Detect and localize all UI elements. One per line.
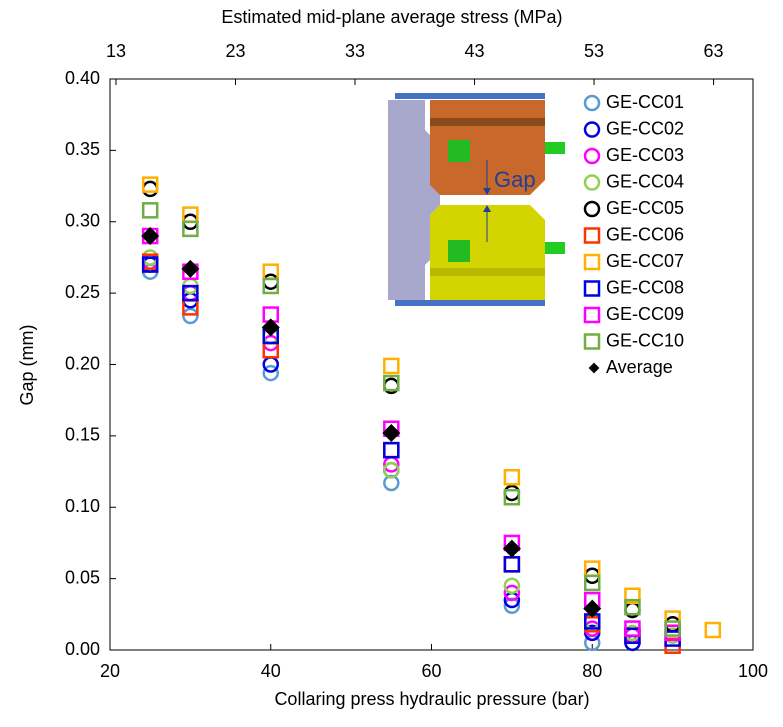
marker-circle [503, 584, 521, 602]
marker-square [624, 598, 641, 616]
y-tick-label: 0.00 [65, 639, 100, 659]
marker-square [141, 176, 159, 193]
y-tick-label: 0.10 [65, 496, 100, 516]
y-tick-label: 0.15 [65, 425, 100, 445]
inset-band [430, 118, 545, 126]
y-tick-label: 0.30 [65, 211, 100, 231]
inset-strip [395, 300, 545, 306]
legend-label: GE-CC09 [606, 304, 684, 324]
legend-marker [583, 280, 601, 297]
legend-marker [583, 174, 601, 191]
inset-key [545, 242, 565, 254]
marker-square [383, 441, 400, 459]
x2-tick-label: 43 [465, 41, 485, 61]
x-tick-label: 40 [261, 661, 281, 681]
inset-label: Gap [494, 167, 536, 192]
marker-square [624, 587, 641, 605]
legend-label: GE-CC03 [606, 145, 684, 165]
marker-square [383, 357, 400, 375]
inset-diagram: Gap [388, 91, 565, 308]
marker-circle [182, 307, 199, 325]
marker-square [624, 620, 641, 637]
marker-square [141, 202, 159, 219]
x-tick-label: 80 [582, 661, 602, 681]
marker-square [503, 556, 521, 573]
y-axis-label: Gap (mm) [17, 325, 37, 406]
legend-marker [583, 333, 601, 350]
y-tick-label: 0.25 [65, 282, 100, 302]
legend-marker [583, 306, 601, 324]
legend-label: GE-CC04 [606, 171, 684, 191]
x-tick-label: 20 [100, 661, 120, 681]
x2-tick-label: 33 [345, 41, 365, 61]
marker-diamond [261, 318, 280, 337]
inset-key [545, 142, 565, 154]
legend-label: GE-CC05 [606, 198, 684, 218]
x2-tick-label: 13 [106, 41, 126, 61]
y-tick-label: 0.35 [65, 139, 100, 159]
marker-square [664, 620, 681, 637]
marker-square [383, 374, 400, 392]
marker-circle [503, 484, 521, 502]
marker-diamond [181, 259, 200, 278]
y-tick-label: 0.20 [65, 353, 100, 373]
marker-square [182, 220, 199, 238]
inset-arrowhead [483, 188, 491, 212]
marker-square [141, 256, 159, 273]
marker-square [503, 469, 521, 486]
marker-square [584, 574, 601, 592]
marker-diamond [502, 539, 521, 558]
marker-square [704, 621, 722, 639]
inset-key [448, 240, 470, 262]
legend-label: GE-CC08 [606, 277, 684, 297]
marker-circle [262, 356, 279, 373]
legend-marker [583, 147, 601, 165]
legend-marker [583, 94, 601, 112]
inset-strip [395, 93, 545, 99]
x-tick-label: 100 [738, 661, 768, 681]
marker-diamond [141, 227, 160, 246]
marker-circle [383, 461, 400, 479]
y-tick-label: 0.40 [65, 68, 100, 88]
inset-coil-lower [430, 205, 545, 300]
legend-marker [583, 253, 601, 271]
marker-circle [262, 273, 279, 290]
legend-marker [583, 200, 601, 218]
x2-tick-label: 53 [584, 41, 604, 61]
x-tick-label: 60 [421, 661, 441, 681]
legend-marker [583, 227, 601, 244]
marker-square [503, 556, 521, 573]
marker-circle [503, 577, 521, 595]
marker-circle [262, 364, 279, 382]
legend-label: GE-CC06 [606, 224, 684, 244]
marker-circle [141, 180, 159, 198]
legend-marker [588, 362, 600, 374]
marker-square [182, 284, 199, 302]
inset-collar [388, 100, 440, 300]
x2-tick-label: 63 [704, 41, 724, 61]
inset-key [448, 140, 470, 162]
marker-square [503, 489, 521, 506]
legend-marker [583, 121, 601, 138]
y-tick-label: 0.05 [65, 567, 100, 587]
x2-tick-label: 23 [225, 41, 245, 61]
inset-band [430, 268, 545, 276]
marker-square [383, 441, 400, 459]
x-axis-label: Collaring press hydraulic pressure (bar) [274, 689, 589, 709]
legend-label: GE-CC01 [606, 92, 684, 112]
legend-label: GE-CC07 [606, 251, 684, 271]
legend-label: GE-CC02 [606, 118, 684, 138]
x2-axis-label: Estimated mid-plane average stress (MPa) [221, 7, 562, 27]
legend-label: Average [606, 357, 673, 377]
marker-diamond [382, 424, 401, 443]
marker-square [262, 277, 279, 295]
legend-label: GE-CC10 [606, 330, 684, 350]
marker-diamond [583, 599, 602, 618]
